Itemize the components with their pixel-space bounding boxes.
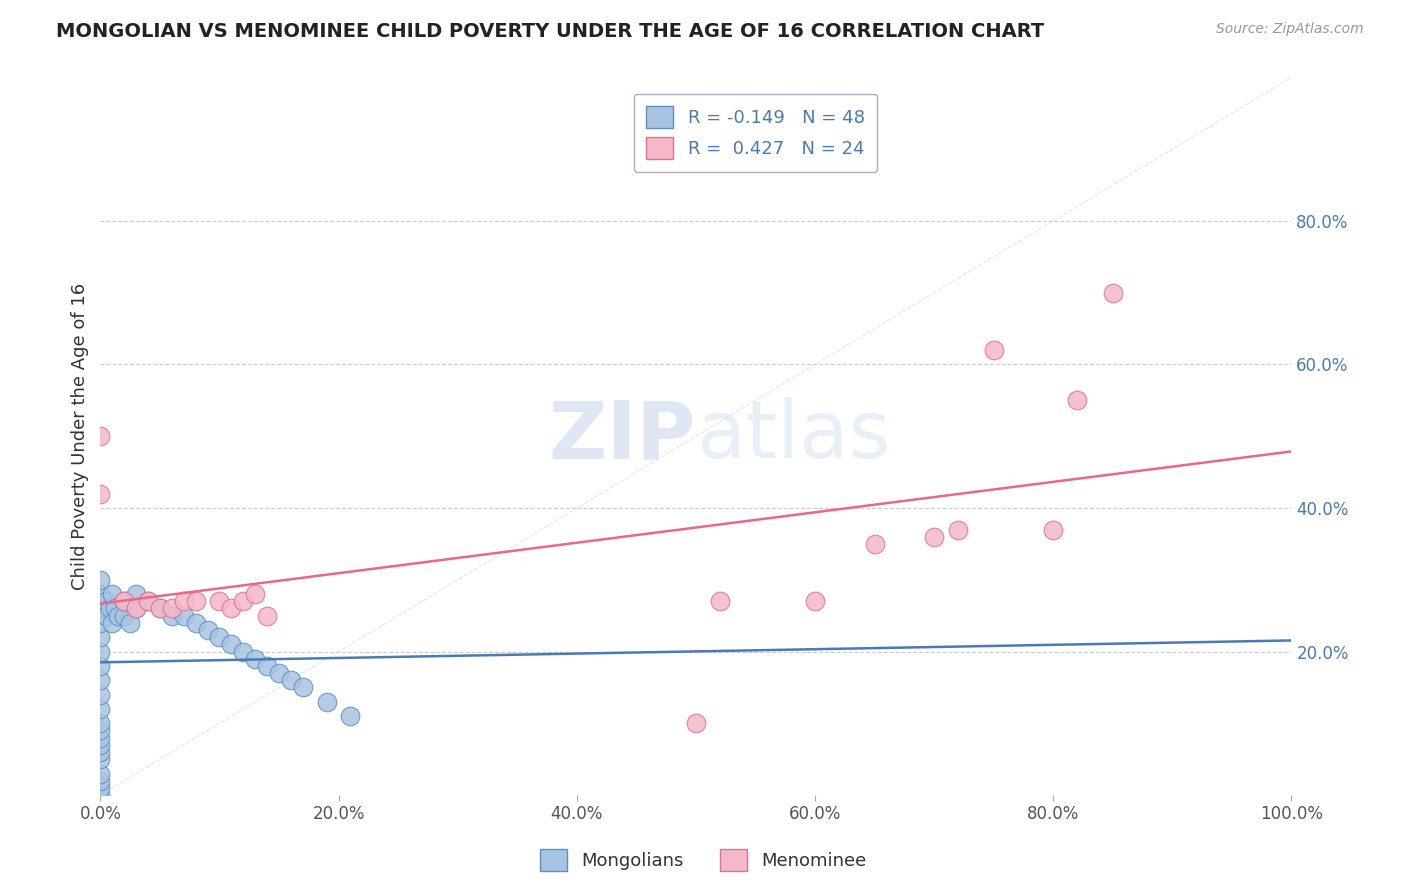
Point	[98, 601, 121, 615]
Point	[197, 623, 219, 637]
Point	[96, 594, 118, 608]
Point	[184, 594, 207, 608]
Point	[89, 630, 111, 644]
Point	[89, 688, 111, 702]
Point	[107, 608, 129, 623]
Point	[256, 659, 278, 673]
Point	[315, 695, 337, 709]
Point	[89, 731, 111, 745]
Point	[89, 745, 111, 759]
Point	[125, 587, 148, 601]
Point	[804, 594, 827, 608]
Point	[339, 709, 361, 723]
Point	[208, 630, 231, 644]
Point	[101, 615, 124, 630]
Point	[173, 608, 195, 623]
Point	[184, 615, 207, 630]
Point	[221, 601, 243, 615]
Point	[946, 523, 969, 537]
Point	[685, 716, 707, 731]
Point	[160, 601, 183, 615]
Point	[208, 594, 231, 608]
Point	[89, 486, 111, 500]
Text: Source: ZipAtlas.com: Source: ZipAtlas.com	[1216, 22, 1364, 37]
Legend: Mongolians, Menominee: Mongolians, Menominee	[533, 842, 873, 879]
Y-axis label: Child Poverty Under the Age of 16: Child Poverty Under the Age of 16	[72, 283, 89, 590]
Point	[173, 594, 195, 608]
Point	[1066, 393, 1088, 408]
Point	[89, 702, 111, 716]
Point	[89, 673, 111, 688]
Point	[89, 587, 111, 601]
Point	[245, 651, 267, 665]
Point	[1042, 523, 1064, 537]
Point	[221, 637, 243, 651]
Point	[136, 594, 159, 608]
Point	[232, 594, 254, 608]
Point	[101, 587, 124, 601]
Point	[112, 608, 135, 623]
Point	[256, 608, 278, 623]
Point	[89, 780, 111, 795]
Point	[89, 644, 111, 658]
Point	[89, 723, 111, 738]
Point	[125, 601, 148, 615]
Point	[149, 601, 172, 615]
Point	[125, 601, 148, 615]
Point	[245, 587, 267, 601]
Point	[136, 594, 159, 608]
Point	[96, 608, 118, 623]
Text: MONGOLIAN VS MENOMINEE CHILD POVERTY UNDER THE AGE OF 16 CORRELATION CHART: MONGOLIAN VS MENOMINEE CHILD POVERTY UND…	[56, 22, 1045, 41]
Point	[291, 681, 314, 695]
Point	[863, 537, 886, 551]
Point	[120, 615, 142, 630]
Point	[89, 716, 111, 731]
Point	[709, 594, 731, 608]
Text: atlas: atlas	[696, 397, 890, 475]
Point	[232, 644, 254, 658]
Point	[267, 666, 290, 681]
Point	[160, 608, 183, 623]
Point	[89, 573, 111, 587]
Point	[89, 659, 111, 673]
Point	[89, 752, 111, 766]
Point	[112, 594, 135, 608]
Point	[89, 429, 111, 443]
Point	[89, 788, 111, 802]
Point	[104, 601, 127, 615]
Point	[89, 601, 111, 615]
Point	[89, 738, 111, 752]
Point	[922, 530, 945, 544]
Text: ZIP: ZIP	[548, 397, 696, 475]
Point	[112, 594, 135, 608]
Point	[89, 766, 111, 780]
Point	[1101, 285, 1123, 300]
Point	[983, 343, 1005, 358]
Point	[280, 673, 302, 688]
Point	[149, 601, 172, 615]
Point	[89, 615, 111, 630]
Point	[89, 773, 111, 788]
Legend: R = -0.149   N = 48, R =  0.427   N = 24: R = -0.149 N = 48, R = 0.427 N = 24	[634, 94, 877, 172]
